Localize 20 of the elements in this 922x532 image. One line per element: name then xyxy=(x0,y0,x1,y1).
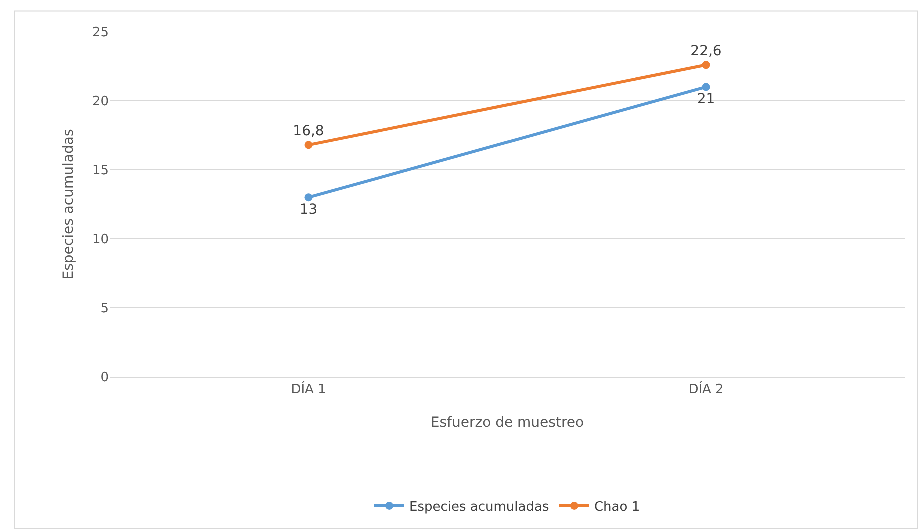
legend-label: Chao 1 xyxy=(594,500,640,516)
y-tick-label: 10 xyxy=(92,232,109,248)
data-label: 22,6 xyxy=(690,44,722,60)
y-tick-label: 5 xyxy=(100,302,109,317)
data-label: 16,8 xyxy=(293,124,324,140)
data-label: 21 xyxy=(697,92,716,108)
y-axis-title: Especies acumuladas xyxy=(61,129,78,280)
point xyxy=(702,83,710,92)
y-tick-label: 25 xyxy=(92,26,109,41)
x-tick-label: DÍA 1 xyxy=(291,380,326,398)
y-tick-label: 15 xyxy=(92,164,109,179)
point xyxy=(702,61,710,70)
x-axis-title: Esfuerzo de muestreo xyxy=(430,414,584,431)
point xyxy=(304,194,313,202)
y-tick-label: 20 xyxy=(92,94,109,110)
point xyxy=(304,141,313,150)
data-label: 13 xyxy=(300,202,318,218)
legend-label: Especies acumuladas xyxy=(410,500,550,516)
y-tick-label: 0 xyxy=(100,370,109,386)
x-tick-label: DÍA 2 xyxy=(688,380,724,398)
